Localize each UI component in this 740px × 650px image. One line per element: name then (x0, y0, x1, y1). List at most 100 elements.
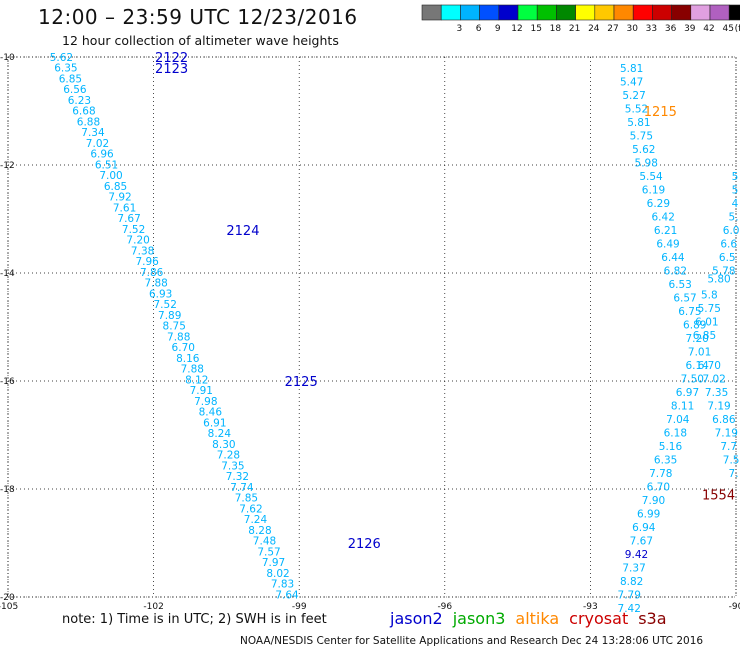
wave-height-value: 5.80 (707, 273, 730, 285)
wave-height-value: 8.30 (212, 439, 235, 451)
wave-height-value: 6.93 (149, 288, 172, 300)
wave-height-value: 6.70 (172, 342, 195, 354)
wave-height-value: 7.35 (705, 387, 728, 399)
wave-height-value: 7.52 (154, 299, 177, 311)
wave-height-value: 7.67 (117, 213, 140, 225)
color-bin-swatch (709, 4, 730, 21)
wave-height-value: 7.83 (271, 579, 294, 591)
wave-height-value: 7.64 (275, 589, 299, 601)
wave-height-value: 7.04 (666, 414, 690, 426)
wave-height-value: 7.89 (158, 310, 181, 322)
color-bin-label: 9 (495, 24, 501, 34)
latitude-tick-label: -20 (0, 593, 15, 603)
pass-number-label: 2126 (348, 537, 381, 552)
wave-height-value: 5 (732, 184, 739, 196)
wave-height-value: 5.27 (622, 90, 645, 102)
wave-height-value: 5.75 (630, 130, 653, 142)
wave-height-value: 5.78 (712, 265, 735, 277)
satellite-name-jason2: jason2 (390, 609, 443, 628)
wave-height-value: 6.0 (723, 225, 740, 237)
wave-height-value: 6.82 (664, 265, 687, 277)
map-title: 12:00 – 23:59 UTC 12/23/2016 (38, 5, 358, 29)
wave-height-value: 6.35 (54, 63, 77, 75)
color-bin-label: 12 (511, 24, 522, 34)
map-border (7, 56, 737, 598)
wave-height-value: 8.12 (185, 374, 208, 386)
wave-height-value: 6.70 (698, 360, 721, 372)
wave-height-value: 6.01 (695, 317, 718, 329)
longitude-tick-label: -93 (583, 602, 598, 612)
color-bin-label: 27 (607, 24, 618, 34)
wave-height-value: 7.38 (131, 245, 154, 257)
wave-height-value: 7.19 (707, 400, 730, 412)
wave-height-value: 6.5 (719, 252, 736, 264)
wave-height-value: 8.02 (266, 568, 289, 580)
color-bin-label: 21 (569, 24, 580, 34)
satellite-name-s3a: s3a (638, 609, 667, 628)
wave-height-value: 6.21 (654, 225, 677, 237)
pass-number-label: 2122 (155, 51, 188, 66)
wave-height-value: 7.88 (144, 278, 167, 290)
wave-height-value: 7.5 (723, 454, 740, 466)
wave-height-value: 6.6 (720, 238, 737, 250)
wave-height-value: 7.01 (688, 346, 711, 358)
wave-height-value: 7.62 (239, 503, 262, 515)
wave-height-value: 6.91 (203, 417, 226, 429)
color-bin-label: 33 (646, 24, 657, 34)
latitude-tick-label: -12 (0, 161, 15, 171)
satellite-name-jason3: jason3 (452, 609, 506, 628)
wave-height-value: 7.91 (190, 385, 213, 397)
wave-height-value: 6.96 (90, 149, 114, 161)
wave-height-value: 7.67 (630, 535, 653, 547)
graticule (7, 56, 737, 598)
wave-height-value: 7.88 (181, 364, 204, 376)
wave-height-value: 4 (732, 198, 739, 210)
wave-height-value: 8.28 (248, 525, 271, 537)
wave-height-value: 6.97 (676, 387, 699, 399)
wave-height-value: 5.81 (627, 117, 650, 129)
wave-height-value: 6.70 (647, 481, 670, 493)
wave-height-value: 6.56 (63, 84, 87, 96)
units-note: note: 1) Time is in UTC; 2) SWH is in fe… (62, 612, 327, 627)
map-frame (7, 56, 737, 598)
wave-height-value: 7.20 (126, 235, 149, 247)
satellite-name-altika: altika (515, 609, 560, 628)
wave-height-value: 5 (732, 171, 739, 183)
wave-height-value: 7.02 (86, 138, 109, 150)
wave-height-value: 7.92 (108, 192, 131, 204)
wave-height-value: 6.44 (661, 252, 685, 264)
color-bin-swatch (652, 4, 672, 21)
track-s3a: 55 45. 6.06.6 6.55.78 (712, 171, 739, 277)
longitude-tick-label: -96 (437, 602, 452, 612)
pass-number-label: 2123 (155, 62, 188, 77)
wave-height-value: 6.99 (637, 508, 660, 520)
wave-height-value: 5.62 (50, 52, 73, 64)
latitude-tick-label: -14 (0, 269, 15, 279)
wave-height-value: 7.34 (81, 127, 105, 139)
wave-height-value: 7.90 (642, 495, 665, 507)
wave-height-value: 7.74 (230, 482, 254, 494)
satellite-legend: jason2 jason3 altika cryosat s3a (390, 609, 677, 628)
wave-height-value: 5.8 (701, 290, 718, 302)
wave-height-value: 7.86 (140, 267, 164, 279)
wave-height-value: 5.16 (659, 441, 683, 453)
longitude-tick-label: -102 (143, 602, 163, 612)
wave-height-value: 6.42 (652, 211, 675, 223)
track-cryosat: 5.805.85.756.016.856.707.027.357.196.867… (693, 273, 740, 479)
latitude-tick-label: -18 (0, 485, 15, 495)
color-bin-label: 15 (530, 24, 541, 34)
wave-height-value: 7.19 (715, 427, 738, 439)
longitude-tick-label: -105 (0, 602, 18, 612)
wave-height-value: 7.97 (262, 557, 285, 569)
wave-height-value: 7.7 (720, 441, 737, 453)
wave-height-value: 8.82 (620, 576, 643, 588)
wave-height-value: 5.81 (620, 63, 643, 75)
wave-height-value: 7.61 (113, 202, 136, 214)
color-bin-swatch (517, 4, 538, 21)
wave-height-value: 7.85 (235, 493, 258, 505)
color-bin-swatch (632, 4, 653, 21)
wave-height-value: 5.47 (620, 76, 643, 88)
wave-height-value: 5. (729, 211, 739, 223)
wave-height-value: 6.51 (95, 159, 118, 171)
color-scale-legend: 36912151821242730333639424570(ft) (421, 4, 740, 34)
